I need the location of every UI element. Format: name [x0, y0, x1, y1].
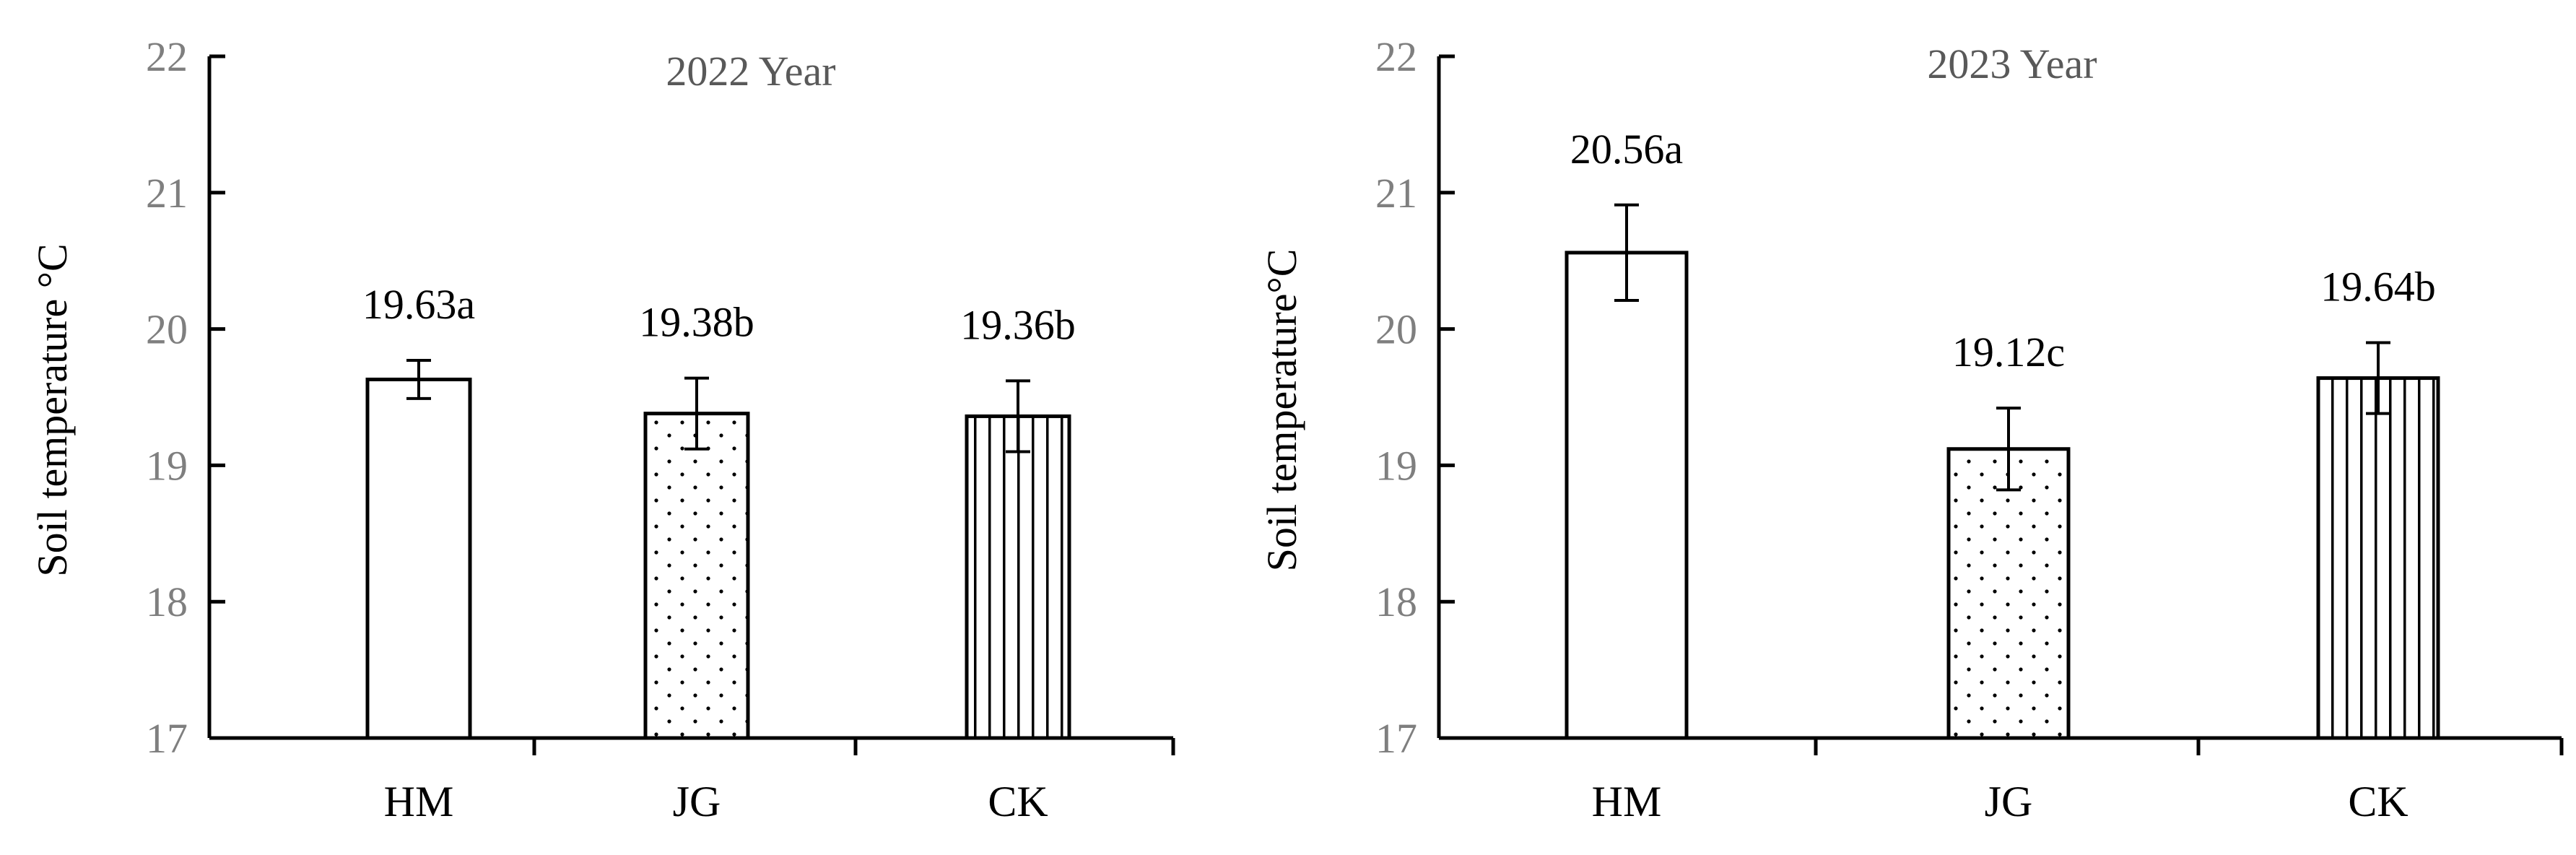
bar-jg [643, 412, 750, 740]
bar-ck [2316, 376, 2440, 740]
data-label: 20.56a [1570, 126, 1683, 173]
chart-panel-2: 17 18 19 20 21 22 Soil temperature°C 2023 Year 2… [1258, 33, 2564, 825]
x-category-label: JG [1985, 778, 2033, 825]
x-category-label: HM [1592, 778, 1662, 825]
x-category-label: JG [673, 778, 721, 825]
y-tick-label: 22 [146, 33, 188, 80]
data-label: 19.64b [2320, 263, 2436, 310]
data-label: 19.63a [362, 281, 475, 328]
x-category-label: CK [2348, 778, 2408, 825]
y-tick-label: 21 [146, 170, 188, 217]
y-tick-label: 18 [1375, 578, 1417, 625]
bar-hm [1565, 251, 1689, 740]
y-tick-label: 19 [1375, 442, 1417, 489]
bar-hm [365, 377, 472, 740]
y-axis-title: Soil temperature °C [29, 243, 76, 576]
y-tick-label: 20 [1375, 306, 1417, 353]
y-tick-label: 21 [1375, 170, 1417, 217]
bar-jg [1946, 447, 2071, 740]
y-axis-title: Soil temperature°C [1258, 249, 1305, 572]
chart-panel-1: 17 18 19 20 21 22 Soil temperature °C 2022 Year… [29, 33, 1175, 825]
chart-title: 2023 Year [1927, 40, 2097, 87]
y-tick-label: 20 [146, 306, 188, 353]
y-tick-label: 17 [146, 715, 188, 762]
x-category-label: HM [384, 778, 454, 825]
data-label: 19.36b [960, 301, 1076, 348]
y-tick-label: 19 [146, 442, 188, 489]
data-label: 19.38b [639, 299, 754, 346]
x-category-label: CK [988, 778, 1048, 825]
bar-ck [965, 414, 1071, 740]
chart-title: 2022 Year [666, 48, 835, 95]
y-tick-label: 18 [146, 578, 188, 625]
y-tick-label: 22 [1375, 33, 1417, 80]
y-tick-label: 17 [1375, 715, 1417, 762]
data-label: 19.12c [1952, 329, 2065, 376]
